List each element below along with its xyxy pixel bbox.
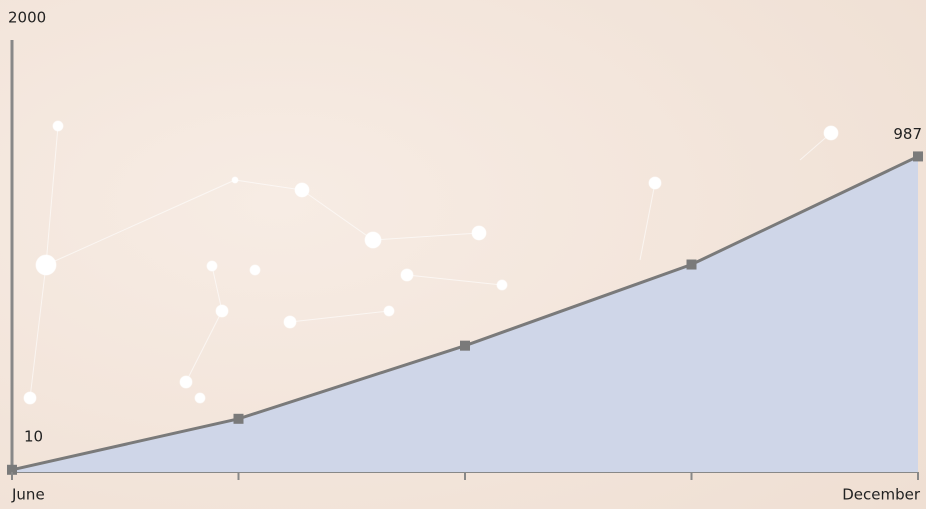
marker — [460, 340, 470, 351]
data-label: 987 — [893, 125, 922, 143]
marker — [913, 151, 923, 162]
marker — [7, 464, 17, 475]
network-decoration — [23, 120, 839, 405]
x-tick-label: December — [842, 486, 921, 504]
marker — [233, 413, 244, 424]
area — [12, 156, 918, 472]
x-tick-label: June — [11, 486, 45, 504]
year-label: 2000 — [8, 9, 46, 27]
marker — [686, 259, 697, 270]
data-label: 10 — [24, 427, 43, 445]
